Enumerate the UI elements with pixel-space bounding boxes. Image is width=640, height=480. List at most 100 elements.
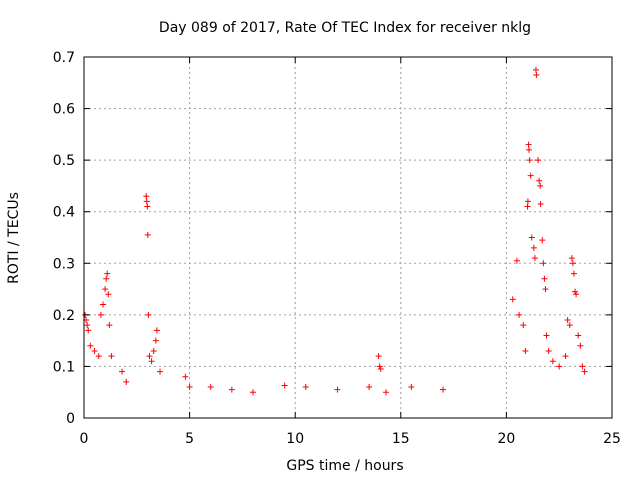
data-point: [376, 363, 383, 370]
chart-title: Day 089 of 2017, Rate Of TEC Index for r…: [159, 20, 531, 36]
data-point: [440, 386, 447, 393]
data-point: [146, 353, 153, 360]
data-point: [536, 177, 543, 184]
data-point: [143, 193, 150, 200]
data-point: [153, 327, 160, 334]
x-tick-label: 15: [392, 431, 410, 447]
data-point: [577, 342, 584, 349]
data-point: [100, 301, 107, 308]
x-tick-label: 25: [603, 431, 621, 447]
data-point: [408, 384, 415, 391]
data-point: [568, 255, 575, 262]
data-point: [520, 322, 527, 329]
data-point: [97, 311, 104, 318]
data-point: [123, 378, 130, 385]
data-point: [108, 353, 115, 360]
data-point: [182, 373, 189, 380]
data-point: [509, 296, 516, 303]
x-tick-label: 10: [286, 431, 304, 447]
y-tick-label: 0.7: [53, 50, 75, 66]
data-point: [516, 311, 523, 318]
data-point: [533, 72, 540, 79]
x-axis-label: GPS time / hours: [286, 458, 403, 474]
data-point: [524, 203, 531, 210]
data-point: [84, 322, 91, 329]
data-point: [545, 347, 552, 354]
data-point: [575, 332, 582, 339]
x-tick-label: 20: [497, 431, 515, 447]
data-point: [539, 237, 546, 244]
data-point: [535, 157, 542, 164]
data-point: [573, 291, 580, 298]
data-point: [383, 389, 390, 396]
data-point: [528, 234, 535, 241]
data-point: [87, 342, 94, 349]
data-point: [119, 368, 126, 375]
y-tick-label: 0.2: [53, 308, 75, 324]
data-point: [105, 291, 112, 298]
data-point: [145, 311, 152, 318]
data-point: [207, 384, 214, 391]
data-point: [228, 386, 235, 393]
data-point: [569, 260, 576, 267]
data-point: [541, 275, 548, 282]
data-point: [85, 327, 92, 334]
data-point: [570, 270, 577, 277]
y-tick-label: 0: [66, 411, 75, 427]
data-point: [581, 368, 588, 375]
data-point: [144, 203, 151, 210]
data-point: [302, 384, 309, 391]
data-point: [95, 353, 102, 360]
data-point: [377, 366, 384, 373]
data-point: [106, 322, 113, 329]
data-point: [556, 363, 563, 370]
data-point: [513, 257, 520, 264]
data-point: [532, 66, 539, 73]
data-point: [249, 389, 256, 396]
y-tick-label: 0.5: [53, 153, 75, 169]
data-point: [152, 337, 159, 344]
grid-lines: [84, 57, 612, 418]
data-point: [150, 347, 157, 354]
data-point: [524, 198, 531, 205]
axis-ticks: 0 0.1 0.2 0.3 0.4 0.5 0.6 0.7 0 5 10 15 20 25: [53, 50, 621, 447]
data-point: [564, 317, 571, 324]
data-point: [281, 382, 288, 389]
data-point: [375, 353, 382, 360]
data-point: [531, 255, 538, 262]
data-point: [537, 200, 544, 207]
y-tick-label: 0.4: [53, 205, 75, 221]
data-point: [148, 358, 155, 365]
data-point: [579, 363, 586, 370]
data-point: [543, 332, 550, 339]
data-point: [525, 141, 532, 148]
data-point: [525, 146, 532, 153]
data-point: [549, 358, 556, 365]
data-point: [157, 368, 164, 375]
data-point: [542, 286, 549, 293]
data-point: [527, 172, 534, 179]
data-points: [82, 66, 588, 396]
data-point: [104, 270, 111, 277]
plot-frame: [83, 56, 613, 419]
x-tick-label: 0: [80, 431, 89, 447]
data-point: [144, 231, 151, 238]
data-point: [102, 286, 109, 293]
y-axis-label: ROTI / TECUs: [6, 192, 22, 284]
data-point: [530, 244, 537, 251]
data-point: [572, 288, 579, 295]
x-tick-label: 5: [185, 431, 194, 447]
data-point: [566, 322, 573, 329]
data-point: [186, 384, 193, 391]
data-point: [366, 384, 373, 391]
data-point: [537, 182, 544, 189]
data-point: [91, 347, 98, 354]
y-tick-label: 0.3: [53, 256, 75, 272]
data-point: [522, 347, 529, 354]
y-tick-label: 0.6: [53, 102, 75, 118]
data-point: [562, 353, 569, 360]
data-point: [143, 198, 150, 205]
data-point: [334, 386, 341, 393]
data-point: [526, 157, 533, 164]
